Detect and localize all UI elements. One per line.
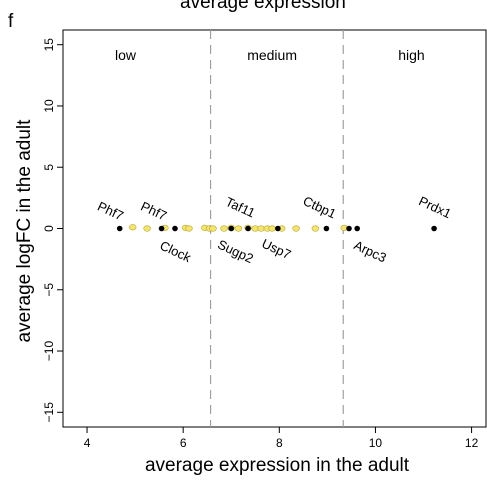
gene-label: Phf7 bbox=[139, 198, 170, 223]
gene-label: Ctbp1 bbox=[301, 193, 339, 221]
data-point-black bbox=[323, 225, 330, 232]
top-title: average expression bbox=[180, 0, 346, 13]
x-axis-label: average expression in the adult bbox=[145, 455, 410, 476]
y-axis-label: average logFC in the adult bbox=[14, 119, 35, 343]
gene-label: Usp7 bbox=[259, 236, 293, 262]
region-label-high: high bbox=[398, 47, 424, 63]
x-tick-label: 6 bbox=[180, 436, 187, 450]
data-point-yellow bbox=[209, 225, 217, 232]
y-tick-label: 5 bbox=[42, 164, 56, 171]
data-point-yellow bbox=[311, 225, 320, 232]
data-point-yellow bbox=[128, 224, 137, 231]
gene-label: Arpc3 bbox=[352, 237, 389, 265]
data-point-black bbox=[158, 225, 165, 232]
x-tick-label: 12 bbox=[465, 436, 479, 450]
data-point-yellow bbox=[185, 225, 193, 232]
y-tick-label: 10 bbox=[42, 99, 56, 113]
data-point-yellow bbox=[234, 225, 243, 232]
data-point-black bbox=[172, 225, 178, 232]
gene-label: Prdx1 bbox=[416, 193, 453, 221]
gene-label: Phf7 bbox=[95, 198, 126, 223]
data-point-black bbox=[346, 225, 352, 232]
data-point-yellow bbox=[292, 225, 300, 232]
gene-label: Sugp2 bbox=[215, 237, 255, 266]
region-label-medium: medium bbox=[247, 47, 297, 63]
data-point-black bbox=[228, 225, 235, 232]
y-tick-label: 0 bbox=[42, 225, 56, 232]
data-point-black bbox=[116, 225, 123, 232]
data-point-black bbox=[275, 225, 281, 232]
y-tick-label: −10 bbox=[42, 341, 56, 362]
region-label-low: low bbox=[115, 47, 137, 63]
x-tick-label: 8 bbox=[276, 436, 283, 450]
gene-label: Clock bbox=[158, 238, 194, 266]
data-point-black bbox=[354, 225, 360, 232]
data-point-yellow bbox=[143, 225, 151, 232]
data-point-yellow bbox=[220, 225, 228, 232]
data-point-yellow bbox=[257, 225, 265, 232]
gene-label: Taf11 bbox=[223, 194, 257, 221]
data-point-black bbox=[245, 225, 251, 232]
data-point-black bbox=[431, 225, 437, 232]
y-tick-label: −5 bbox=[42, 283, 56, 297]
y-tick-label: 15 bbox=[42, 38, 56, 52]
x-tick-label: 10 bbox=[369, 436, 383, 450]
y-tick-label: −15 bbox=[42, 402, 56, 423]
x-tick-label: 4 bbox=[84, 436, 91, 450]
data-point-yellow bbox=[268, 225, 276, 232]
panel-label: f bbox=[8, 11, 14, 32]
